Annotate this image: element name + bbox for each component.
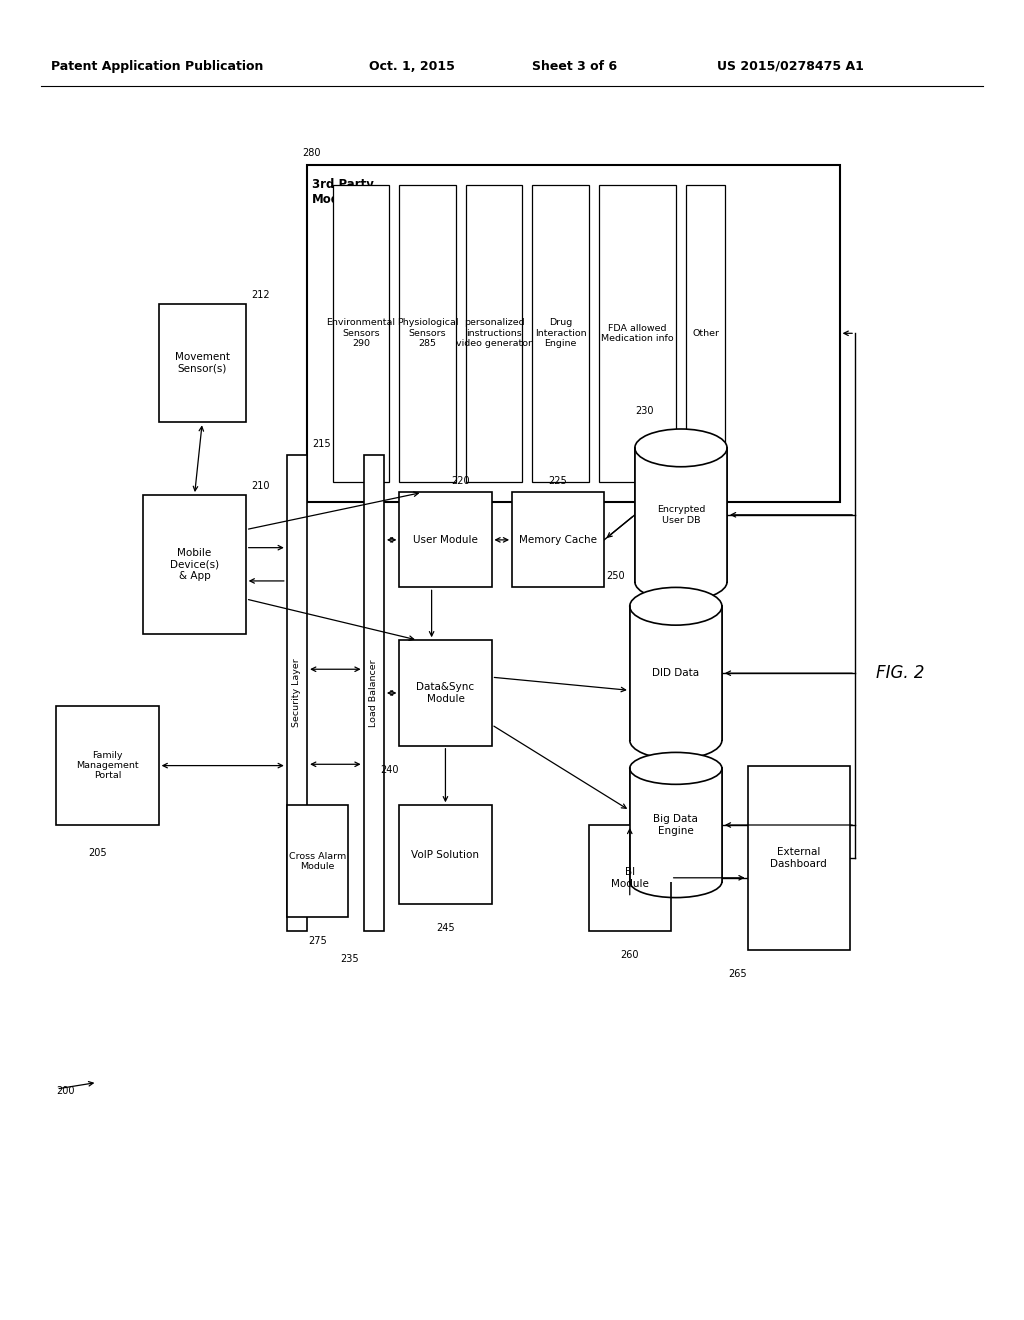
- Text: DID Data: DID Data: [652, 668, 699, 678]
- Text: 3rd Party
Modules: 3rd Party Modules: [312, 178, 374, 206]
- FancyBboxPatch shape: [399, 492, 492, 587]
- FancyBboxPatch shape: [159, 304, 246, 422]
- FancyBboxPatch shape: [589, 825, 671, 931]
- Text: VoIP Solution: VoIP Solution: [412, 850, 479, 859]
- Text: Encrypted
User DB: Encrypted User DB: [656, 506, 706, 524]
- FancyBboxPatch shape: [512, 492, 604, 587]
- Text: User Module: User Module: [413, 535, 478, 545]
- Text: 210: 210: [251, 480, 269, 491]
- Text: 280: 280: [302, 148, 321, 158]
- FancyBboxPatch shape: [399, 185, 456, 482]
- Text: 220: 220: [452, 475, 470, 486]
- Text: 265: 265: [728, 969, 746, 979]
- Text: Oct. 1, 2015: Oct. 1, 2015: [369, 59, 455, 73]
- Text: BI
Module: BI Module: [611, 867, 648, 888]
- Ellipse shape: [630, 587, 722, 626]
- Text: 235: 235: [340, 953, 358, 964]
- FancyBboxPatch shape: [333, 185, 389, 482]
- Text: Patent Application Publication: Patent Application Publication: [51, 59, 263, 73]
- FancyBboxPatch shape: [532, 185, 589, 482]
- Text: 225: 225: [549, 475, 567, 486]
- Text: 200: 200: [56, 1085, 75, 1096]
- Text: FIG. 2: FIG. 2: [876, 664, 924, 682]
- Text: 245: 245: [436, 923, 455, 933]
- FancyBboxPatch shape: [599, 185, 676, 482]
- FancyBboxPatch shape: [686, 185, 725, 482]
- Text: Mobile
Device(s)
& App: Mobile Device(s) & App: [170, 548, 219, 581]
- FancyBboxPatch shape: [399, 640, 492, 746]
- Text: 240: 240: [380, 764, 398, 775]
- FancyBboxPatch shape: [399, 805, 492, 904]
- Text: 215: 215: [312, 438, 331, 449]
- Text: personalized
instructions
video generator: personalized instructions video generato…: [456, 318, 532, 348]
- FancyBboxPatch shape: [143, 495, 246, 634]
- Text: 230: 230: [635, 405, 653, 416]
- FancyBboxPatch shape: [466, 185, 522, 482]
- FancyBboxPatch shape: [287, 805, 348, 917]
- Text: Cross Alarm
Module: Cross Alarm Module: [289, 851, 346, 871]
- Text: Environmental
Sensors
290: Environmental Sensors 290: [327, 318, 395, 348]
- Text: Big Data
Engine: Big Data Engine: [653, 814, 698, 836]
- FancyBboxPatch shape: [630, 768, 722, 882]
- Text: 212: 212: [251, 289, 269, 300]
- Text: US 2015/0278475 A1: US 2015/0278475 A1: [717, 59, 863, 73]
- Text: 260: 260: [621, 949, 639, 960]
- FancyBboxPatch shape: [307, 165, 840, 502]
- FancyBboxPatch shape: [56, 706, 159, 825]
- FancyBboxPatch shape: [630, 606, 722, 741]
- Text: 275: 275: [308, 936, 327, 946]
- FancyBboxPatch shape: [748, 766, 850, 950]
- Text: Security Layer: Security Layer: [293, 659, 301, 727]
- Text: 250: 250: [606, 570, 625, 581]
- FancyBboxPatch shape: [287, 455, 307, 931]
- Text: Load Balancer: Load Balancer: [370, 659, 378, 727]
- Text: External
Dashboard: External Dashboard: [770, 847, 827, 869]
- Text: Drug
Interaction
Engine: Drug Interaction Engine: [535, 318, 587, 348]
- Text: Memory Cache: Memory Cache: [519, 535, 597, 545]
- Text: Physiological
Sensors
285: Physiological Sensors 285: [396, 318, 459, 348]
- Ellipse shape: [635, 429, 727, 467]
- Text: Family
Management
Portal: Family Management Portal: [76, 751, 139, 780]
- Text: Other: Other: [692, 329, 719, 338]
- Text: Data&Sync
Module: Data&Sync Module: [417, 682, 474, 704]
- Text: 205: 205: [88, 847, 106, 858]
- Ellipse shape: [630, 752, 722, 784]
- Text: FDA allowed
Medication info: FDA allowed Medication info: [601, 323, 674, 343]
- Text: Sheet 3 of 6: Sheet 3 of 6: [532, 59, 617, 73]
- FancyBboxPatch shape: [635, 447, 727, 582]
- Text: Movement
Sensor(s): Movement Sensor(s): [175, 352, 229, 374]
- FancyBboxPatch shape: [364, 455, 384, 931]
